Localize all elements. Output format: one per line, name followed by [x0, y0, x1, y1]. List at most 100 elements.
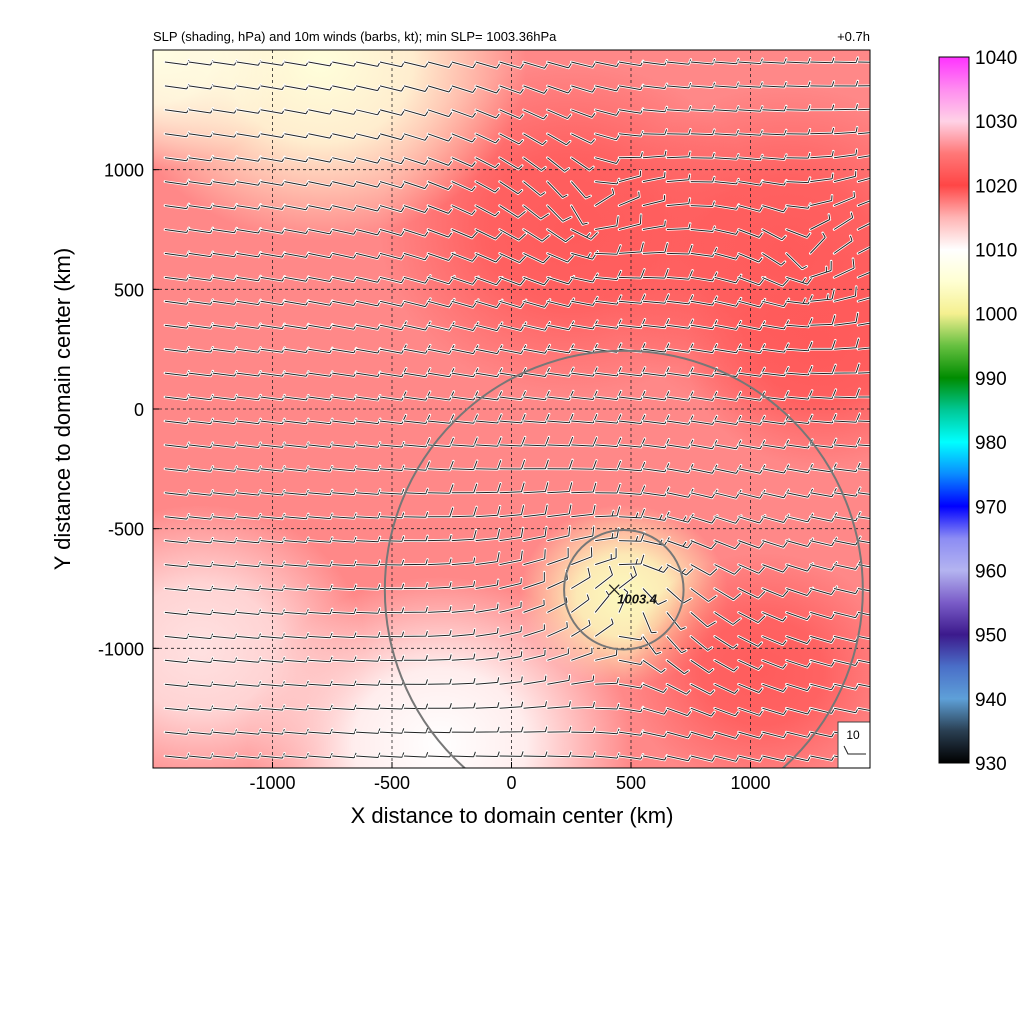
wind-barb	[834, 338, 860, 350]
wind-barb	[857, 372, 870, 374]
wind-barb	[595, 157, 620, 164]
wind-barb	[427, 630, 452, 637]
wind-barb	[547, 726, 572, 733]
wind-barb	[571, 526, 595, 542]
wind-barb	[857, 396, 870, 398]
wind-barb	[403, 655, 428, 661]
wind-barb	[547, 436, 574, 447]
wind-barb	[475, 181, 500, 193]
wind-barb	[308, 656, 333, 663]
wind-barb	[475, 505, 501, 518]
wind-barb	[833, 611, 859, 619]
wind-barb	[451, 437, 478, 447]
wind-barb	[570, 181, 591, 199]
wind-barb	[547, 205, 572, 222]
wind-barb	[523, 61, 548, 69]
wind-barb	[523, 205, 549, 220]
wind-barb	[499, 109, 524, 120]
wind-barb	[810, 561, 838, 571]
wind-barb	[499, 482, 525, 494]
wind-barb	[332, 704, 357, 711]
wind-barb	[738, 82, 763, 88]
range-rings	[383, 349, 864, 768]
wind-barb	[403, 752, 429, 758]
wind-barb	[356, 512, 381, 519]
wind-barb	[403, 85, 429, 92]
wind-barb	[762, 707, 787, 716]
wind-barb	[356, 560, 381, 566]
wind-barb	[379, 559, 405, 566]
wind-barb	[403, 157, 429, 165]
wind-barb	[427, 414, 455, 424]
wind-barb	[427, 460, 454, 471]
wind-barb	[810, 150, 834, 159]
wind-barb	[571, 157, 594, 171]
wind-barb	[666, 270, 693, 280]
x-axis-ticks: -1000 -500 0 500 1000	[249, 762, 771, 793]
wind-barb	[690, 129, 715, 136]
wind-barb	[475, 133, 500, 144]
wind-barb	[714, 274, 742, 284]
wind-barb	[308, 704, 333, 711]
wind-barb	[810, 611, 835, 620]
wind-barb	[571, 414, 598, 424]
wind-barb	[547, 482, 573, 494]
wind-barb	[571, 504, 596, 518]
colorbar: 1040 1030 1020 1010 1000 990 980 970 960 950 940 93…	[938, 48, 1017, 775]
wind-barb	[714, 82, 739, 88]
wind-barb	[786, 229, 811, 238]
min-slp-label: 1003.4	[617, 592, 658, 607]
wind-barb	[762, 731, 787, 739]
wind-barb	[714, 731, 740, 739]
wind-barb	[857, 200, 870, 207]
wind-barb	[499, 701, 524, 709]
wind-barb	[427, 229, 453, 238]
wind-barb	[786, 611, 811, 621]
wind-barb	[403, 109, 429, 117]
wind-barb	[475, 322, 503, 332]
wind-barb	[810, 683, 835, 691]
wind-barb	[618, 318, 646, 329]
wind-barb	[857, 347, 870, 350]
wind-barb	[834, 363, 860, 374]
wind-barb	[427, 205, 452, 214]
wind-barb	[833, 212, 854, 230]
wind-barb	[499, 751, 524, 757]
wind-barb	[762, 205, 787, 213]
wind-barb	[475, 627, 499, 637]
wind-barb	[499, 726, 524, 733]
wind-barb	[427, 484, 454, 494]
wind-barb	[714, 755, 740, 762]
wind-barb	[786, 683, 811, 692]
wind-barb	[642, 172, 666, 183]
wind-barb	[547, 675, 571, 685]
wind-barb	[857, 132, 870, 135]
wind-barb	[810, 659, 835, 667]
wind-barb	[356, 608, 381, 614]
wind-barb	[523, 624, 545, 637]
wind-barb	[355, 229, 381, 236]
wind-barb	[810, 260, 832, 278]
wind-barb	[379, 181, 405, 189]
wind-barb	[403, 630, 428, 637]
wind-barb	[332, 680, 357, 687]
wind-barb	[451, 181, 476, 192]
wind-barb	[571, 567, 591, 589]
wind-barb	[523, 436, 550, 447]
wind-barb	[786, 81, 811, 88]
wind-barb	[762, 683, 787, 692]
wind-barb	[547, 85, 572, 94]
wind-barb	[810, 104, 835, 111]
wind-barb	[499, 133, 524, 145]
wind-barb	[642, 367, 670, 377]
wind-barb	[762, 635, 787, 646]
wind-barb	[786, 341, 813, 352]
wind-barb	[379, 133, 405, 141]
wind-barb	[618, 214, 642, 230]
wind-barb	[857, 322, 870, 326]
wind-barb	[595, 133, 620, 141]
wind-barb	[738, 564, 766, 574]
wind-barb	[355, 133, 381, 140]
wind-barb	[618, 485, 646, 495]
wind-barb	[642, 220, 666, 230]
